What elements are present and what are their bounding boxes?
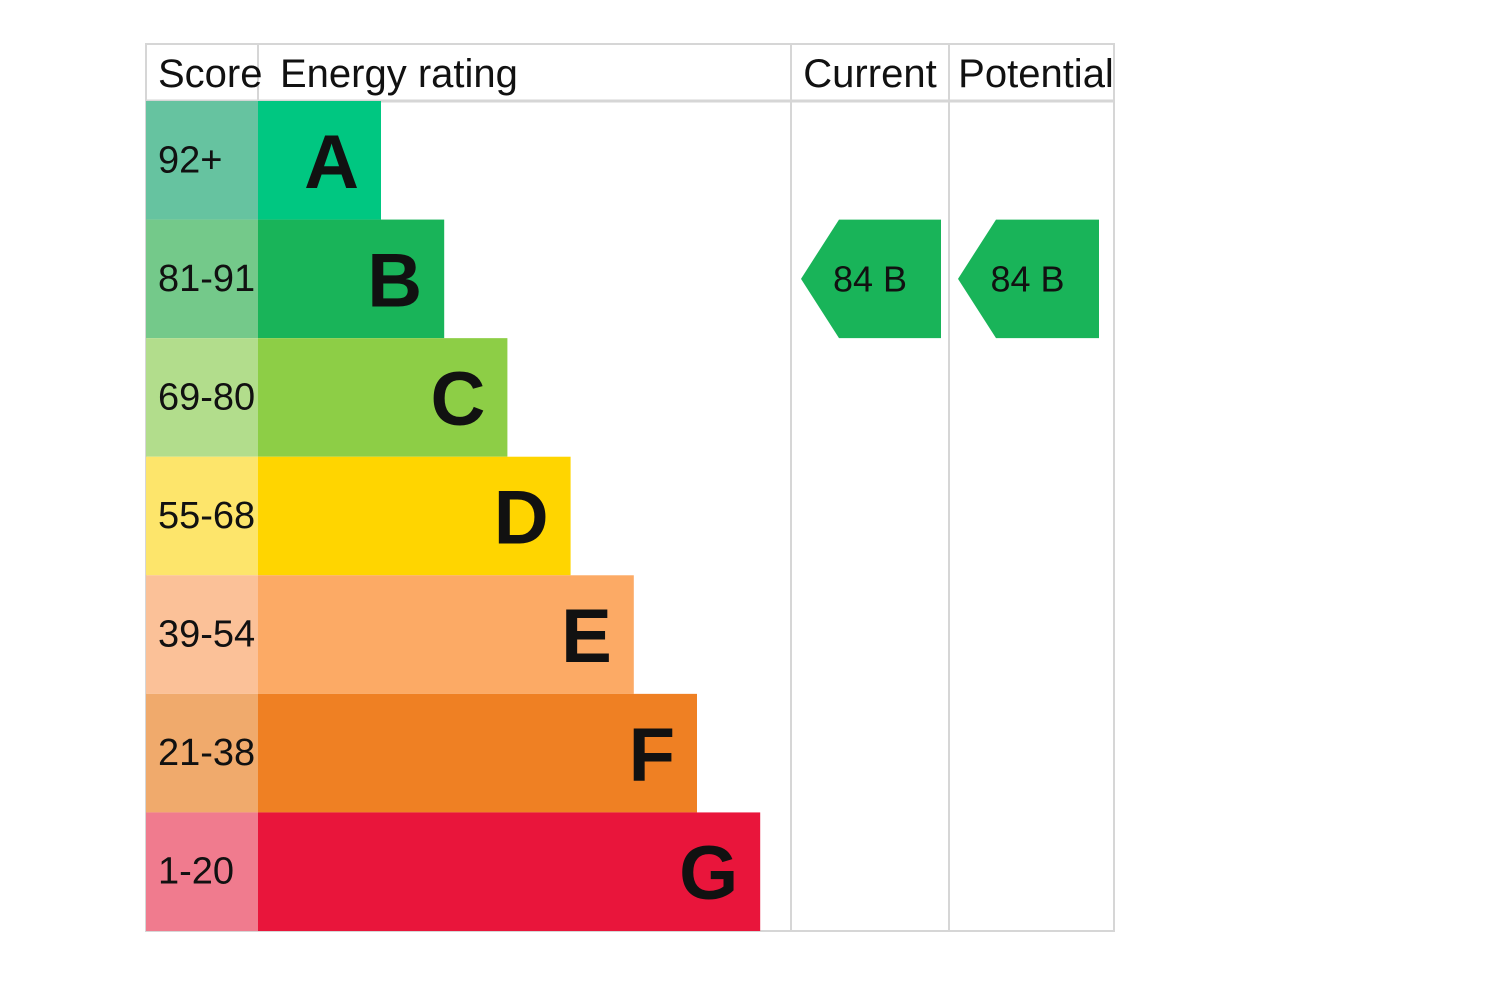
rating-bar (258, 338, 508, 457)
rating-bar (258, 101, 381, 220)
potential-band: B (1040, 258, 1064, 299)
rating-bar (258, 812, 761, 931)
score-cell (146, 812, 258, 931)
score-range: 81-91 (158, 258, 255, 300)
current-arrow (801, 219, 941, 339)
header-rating: Energy rating (280, 52, 518, 96)
score-cell (146, 219, 258, 339)
band-letter: E (561, 594, 612, 679)
potential-score: 84 (990, 258, 1030, 299)
band-letter: D (494, 476, 549, 561)
rating-bar (258, 693, 697, 813)
rating-bar (258, 575, 634, 694)
band-letter: F (629, 713, 675, 798)
header-score: Score (158, 52, 263, 96)
score-cell (146, 101, 258, 220)
rating-bar (258, 456, 571, 576)
potential-arrow (958, 219, 1099, 339)
band-letter: A (304, 120, 359, 205)
current-score: 84 (833, 258, 873, 299)
score-range: 21-38 (158, 732, 255, 774)
header-potential: Potential (958, 52, 1114, 96)
score-range: 55-68 (158, 495, 255, 537)
score-cell (146, 575, 258, 694)
score-cell (146, 338, 258, 457)
band-letter: G (679, 831, 738, 916)
score-range: 39-54 (158, 614, 255, 656)
current-band: B (883, 258, 907, 299)
score-cell (146, 693, 258, 813)
rating-bar (258, 219, 445, 339)
score-range: 92+ (158, 139, 222, 181)
score-cell (146, 456, 258, 576)
band-letter: C (431, 357, 486, 442)
band-letter: B (367, 238, 422, 323)
score-range: 1-20 (158, 851, 234, 893)
header-current: Current (803, 52, 936, 96)
score-range: 69-80 (158, 376, 255, 418)
